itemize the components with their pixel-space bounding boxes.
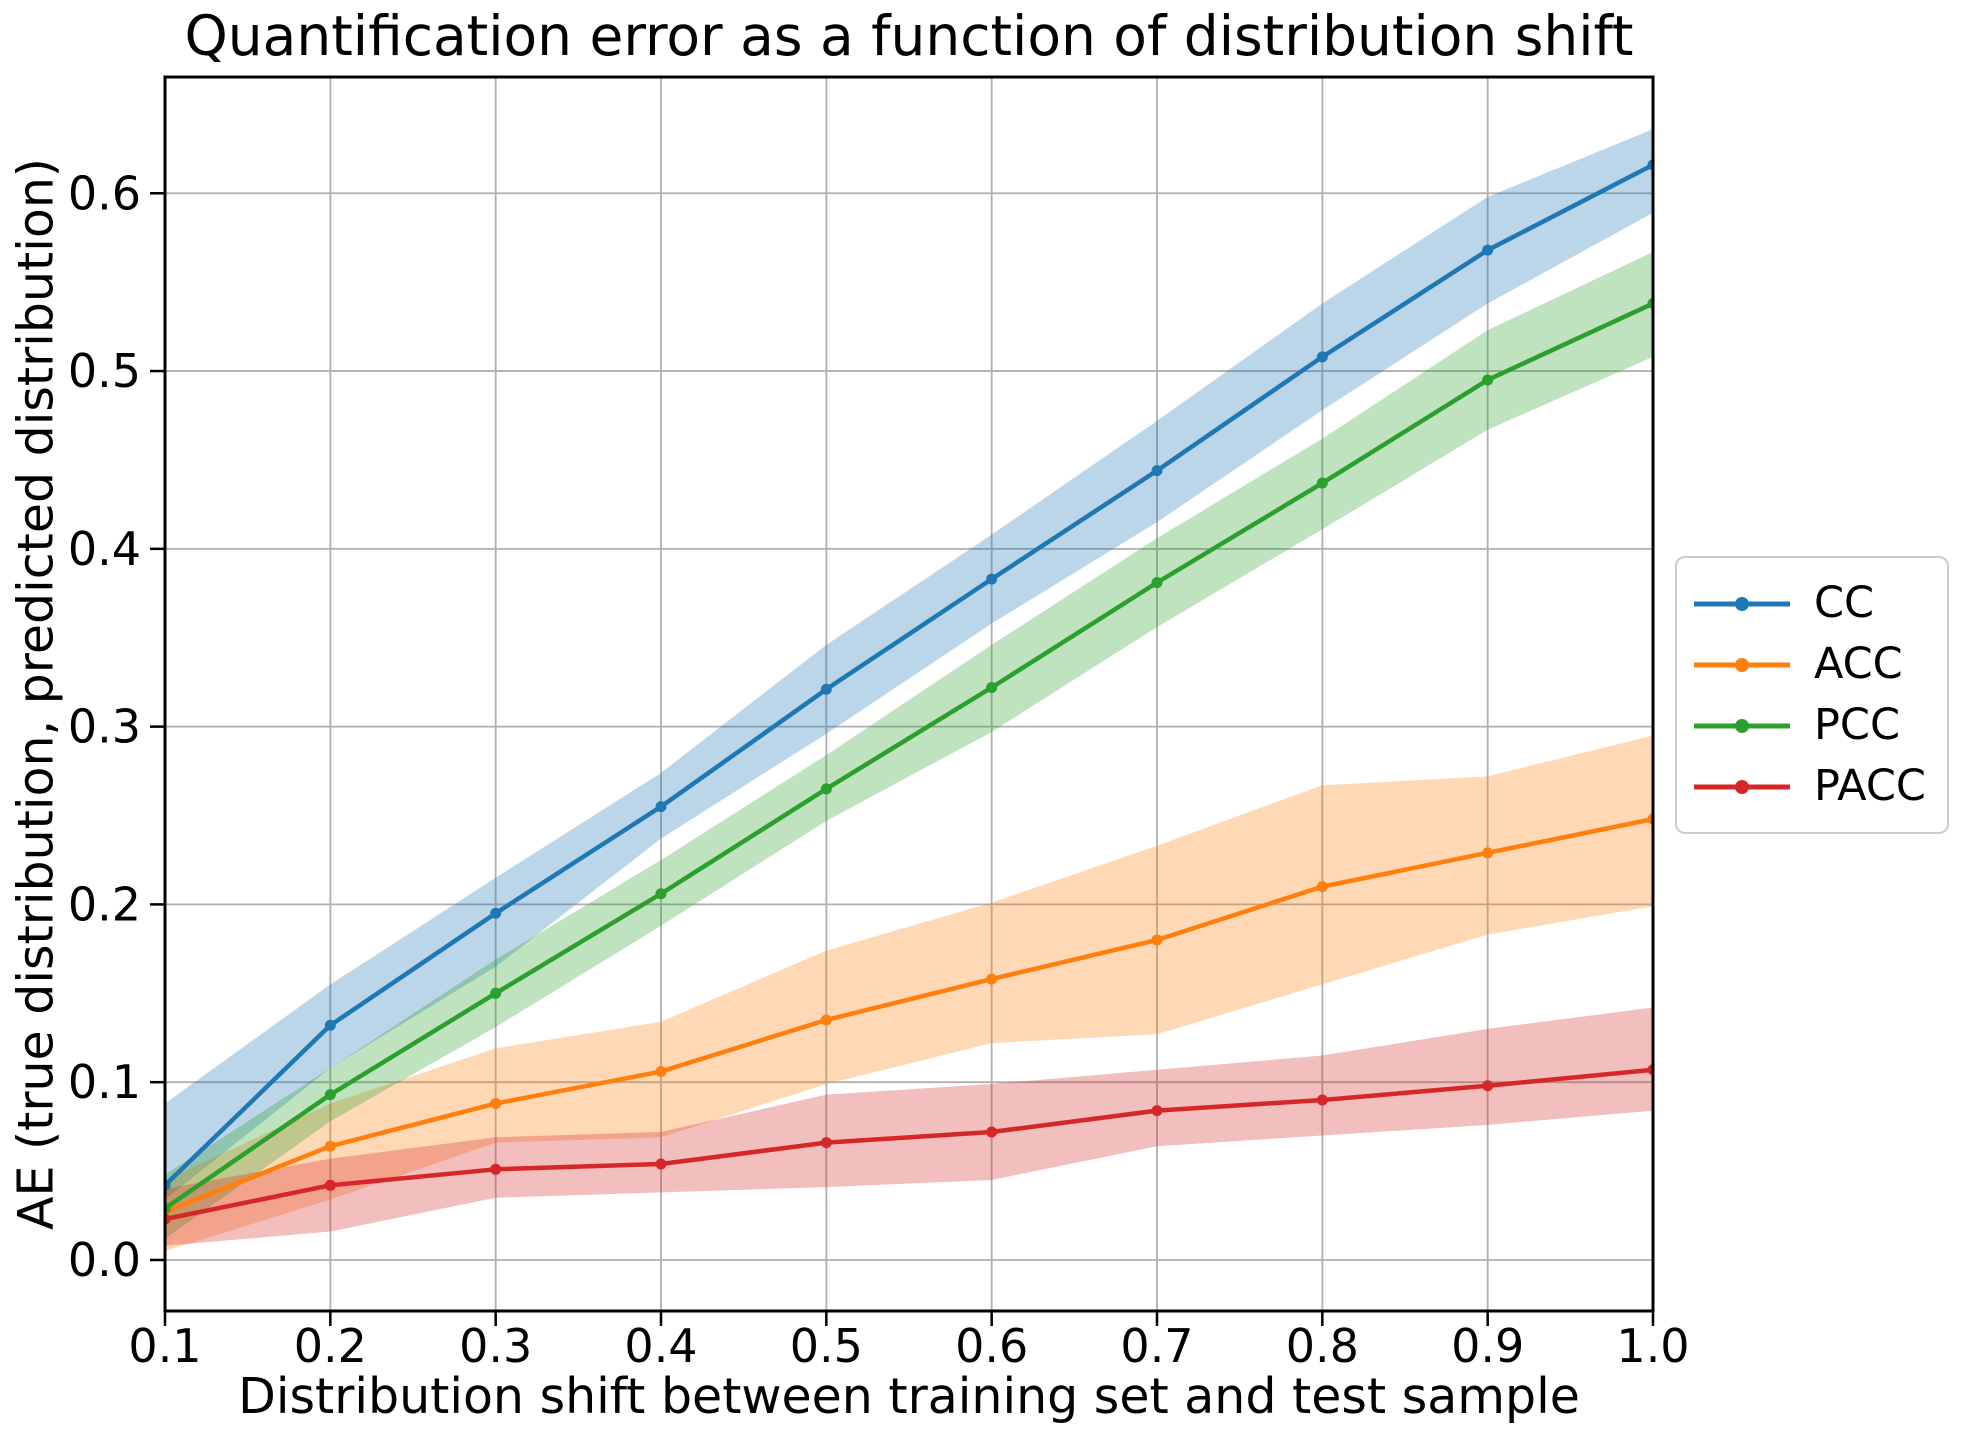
y-tick-label: 0.3 <box>68 700 141 754</box>
y-axis-label: AE (true distribution, predicted distrib… <box>7 157 65 1231</box>
x-tick-label: 0.8 <box>1286 1319 1359 1373</box>
legend-label: PACC <box>1814 761 1926 811</box>
x-tick-label: 0.3 <box>459 1319 532 1373</box>
legend-item-pacc: PACC <box>1692 765 1947 808</box>
x-tick-label: 0.1 <box>128 1319 201 1373</box>
legend: CC ACC PCC PACC <box>1675 556 1949 834</box>
band-pacc <box>165 1007 1653 1246</box>
data-point <box>820 783 832 795</box>
line-pcc <box>165 301 1653 1211</box>
x-tick-label: 0.2 <box>294 1319 367 1373</box>
data-point <box>1316 477 1328 489</box>
data-point <box>1316 1094 1328 1106</box>
confidence-bands <box>165 129 1653 1252</box>
y-tick-label: 0.4 <box>68 522 141 576</box>
chart-title: Quantification error as a function of di… <box>184 4 1634 68</box>
y-tick-label: 0.1 <box>68 1055 141 1109</box>
data-point <box>986 973 998 985</box>
data-point <box>1482 1080 1494 1092</box>
band-pcc <box>165 251 1653 1239</box>
data-point <box>324 1140 336 1152</box>
line-cc <box>165 162 1653 1188</box>
legend-label: PCC <box>1814 700 1900 750</box>
data-point <box>655 801 667 813</box>
x-tick-label: 0.5 <box>790 1319 863 1373</box>
data-point <box>490 987 502 999</box>
x-tick-label: 0.4 <box>624 1319 697 1373</box>
data-point <box>655 888 667 900</box>
data-point <box>490 1163 502 1175</box>
gridlines <box>164 77 1654 1311</box>
data-point <box>1151 465 1163 477</box>
data-point <box>1316 881 1328 893</box>
axes-spines <box>163 75 1655 1313</box>
y-tick-label: 0.0 <box>68 1233 141 1287</box>
x-tick-label: 1.0 <box>1616 1319 1689 1373</box>
x-axis-label: Distribution shift between training set … <box>238 1368 1580 1425</box>
band-cc <box>165 129 1653 1200</box>
legend-line-sample <box>1694 718 1790 733</box>
line-pacc <box>165 1067 1653 1222</box>
data-point <box>324 1179 336 1191</box>
data-point <box>820 683 832 695</box>
legend-line-sample <box>1694 596 1790 611</box>
data-point <box>1482 244 1494 256</box>
y-tick-label: 0.6 <box>68 166 141 220</box>
data-point <box>986 682 998 694</box>
data-point <box>820 1137 832 1149</box>
data-point <box>1151 577 1163 589</box>
data-point <box>1482 847 1494 859</box>
data-point <box>986 1126 998 1138</box>
data-point <box>1151 1105 1163 1117</box>
data-point <box>655 1158 667 1170</box>
data-series <box>165 159 1653 1225</box>
data-point <box>324 1089 336 1101</box>
legend-line-sample <box>1694 779 1790 794</box>
legend-item-cc: CC <box>1692 582 1947 625</box>
x-tick-label: 0.9 <box>1451 1319 1524 1373</box>
data-point <box>1151 934 1163 946</box>
line-acc <box>165 816 1653 1215</box>
legend-item-pcc: PCC <box>1692 704 1947 747</box>
y-tick-label: 0.5 <box>68 344 141 398</box>
y-tick-label: 0.2 <box>68 877 141 931</box>
legend-line-sample <box>1694 657 1790 672</box>
band-acc <box>165 735 1653 1252</box>
data-point <box>324 1019 336 1031</box>
x-tick-label: 0.6 <box>955 1319 1028 1373</box>
tick-labels: 0.1 0.2 0.3 0.4 0.5 0.6 0.7 0.8 0.9 1.0 0.0 0.1 0.2 0… <box>68 166 1690 1373</box>
series-pacc <box>165 1064 1653 1225</box>
legend-item-acc: ACC <box>1692 643 1947 686</box>
series-pcc <box>165 297 1653 1214</box>
data-point <box>820 1014 832 1026</box>
data-point <box>490 907 502 919</box>
tick-marks <box>150 192 1655 1326</box>
data-point <box>490 1098 502 1110</box>
x-tick-label: 0.7 <box>1120 1319 1193 1373</box>
legend-label: ACC <box>1814 639 1903 689</box>
data-point <box>655 1066 667 1078</box>
data-point <box>1316 351 1328 363</box>
data-point <box>1482 374 1494 386</box>
data-point <box>986 573 998 585</box>
legend-label: CC <box>1814 578 1875 628</box>
